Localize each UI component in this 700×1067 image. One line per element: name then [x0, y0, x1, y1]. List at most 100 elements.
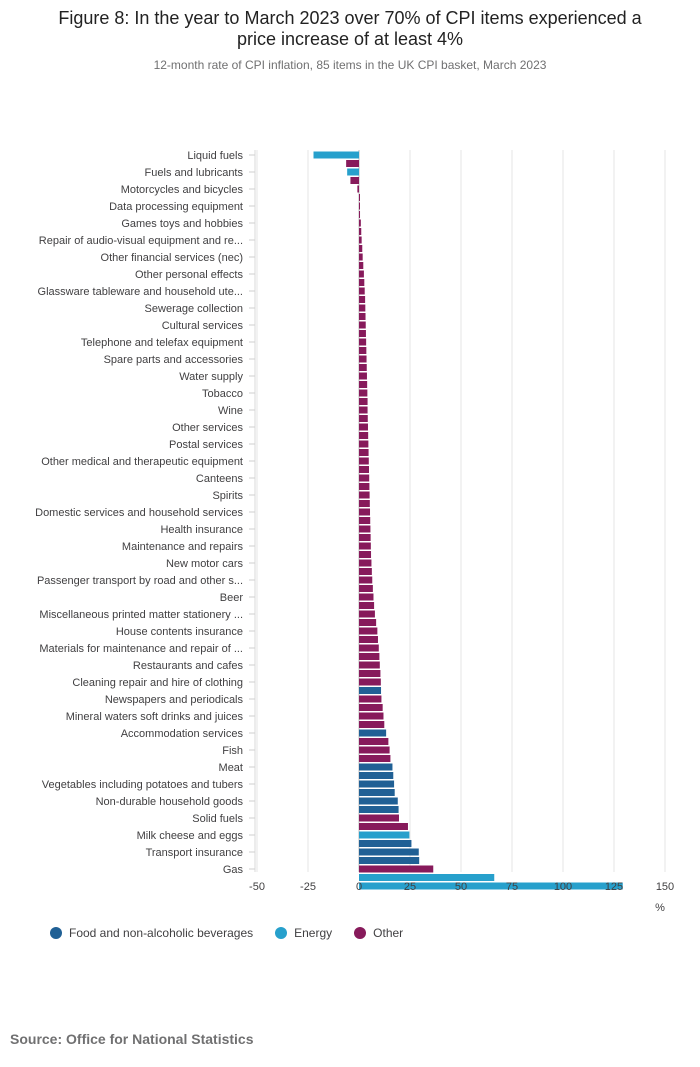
bar	[359, 746, 390, 754]
chart-subtitle: 12-month rate of CPI inflation, 85 items…	[153, 58, 547, 72]
y-tick-label: Domestic services and household services	[35, 507, 243, 519]
x-axis-label: %	[655, 902, 665, 914]
x-tick-label: -25	[300, 881, 316, 893]
x-tick-label: 0	[356, 881, 362, 893]
bar	[359, 814, 399, 822]
bar	[359, 483, 370, 490]
bar	[359, 449, 369, 456]
y-tick-label: New motor cars	[166, 558, 244, 570]
bar	[359, 576, 373, 584]
bar	[359, 704, 383, 711]
bar	[347, 168, 359, 176]
bar	[359, 508, 371, 516]
bar	[359, 636, 378, 643]
bar	[346, 160, 359, 167]
y-tick-label: Vegetables including potatoes and tubers	[42, 779, 244, 791]
bar	[357, 185, 359, 193]
bar	[359, 500, 370, 507]
legend-swatch	[354, 927, 367, 939]
y-tick-label: Miscellaneous printed matter stationery …	[39, 609, 243, 621]
bar	[359, 321, 366, 329]
bar	[359, 330, 366, 337]
bar	[359, 874, 495, 881]
bar	[350, 177, 359, 184]
y-tick-label: Materials for maintenance and repair of …	[39, 643, 243, 655]
bar	[359, 610, 375, 618]
bar	[359, 338, 367, 346]
y-tick-label: Non-durable household goods	[96, 796, 244, 808]
y-tick-label: Milk cheese and eggs	[137, 830, 244, 842]
y-tick-label: Fuels and lubricants	[145, 167, 244, 179]
bar	[359, 347, 367, 354]
bar	[359, 517, 371, 524]
y-tick-label: Canteens	[196, 473, 244, 485]
bar	[359, 202, 360, 210]
source-note: Source: Office for National Statistics	[10, 1031, 254, 1047]
y-tick-label: Cultural services	[162, 320, 244, 332]
y-tick-label: Newspapers and periodicals	[105, 694, 244, 706]
bar	[359, 381, 368, 388]
y-tick-label: Other services	[172, 422, 243, 434]
bar	[359, 806, 399, 813]
bar	[359, 466, 369, 473]
bar	[359, 687, 382, 694]
y-tick-label: Passenger transport by road and other s.…	[37, 575, 243, 587]
legend-swatch	[50, 927, 62, 939]
y-tick-label: Postal services	[169, 439, 243, 451]
chart-title: Figure 8: In the year to March 2023 over…	[58, 8, 642, 49]
bar	[359, 865, 434, 873]
bar	[359, 619, 377, 626]
bar	[359, 279, 365, 286]
bar	[359, 551, 372, 558]
bar	[359, 797, 398, 805]
y-tick-label: House contents insurance	[116, 626, 243, 638]
bar	[359, 270, 364, 278]
bar	[359, 653, 380, 660]
bar	[359, 780, 395, 788]
bar	[359, 695, 382, 703]
y-tick-label: Other financial services (nec)	[101, 252, 243, 264]
bar	[359, 296, 366, 303]
bar	[359, 304, 366, 312]
legend-item-food[interactable]: Food and non-alcoholic beverages	[50, 926, 253, 940]
bar	[359, 474, 370, 482]
bar	[359, 219, 361, 227]
bar	[359, 372, 367, 380]
y-tick-label: Gas	[223, 864, 244, 876]
legend-item-energy[interactable]: Energy	[275, 926, 332, 940]
x-tick-label: -50	[249, 881, 265, 893]
y-tick-label: Beer	[220, 592, 244, 604]
bar	[359, 542, 371, 550]
bar	[359, 245, 363, 252]
x-tick-label: 50	[455, 881, 467, 893]
y-tick-label: Other personal effects	[135, 269, 244, 281]
bar	[359, 355, 367, 363]
bar	[359, 534, 371, 541]
bar	[359, 457, 369, 465]
bar	[359, 772, 394, 779]
bar	[359, 585, 373, 592]
bar	[359, 670, 381, 677]
y-tick-label: Transport insurance	[146, 847, 243, 859]
y-tick-label: Sewerage collection	[145, 303, 243, 315]
x-tick-label: 150	[656, 881, 674, 893]
bar	[359, 823, 408, 830]
bar	[359, 406, 368, 414]
y-tick-label: Liquid fuels	[187, 150, 243, 162]
y-tick-label: Water supply	[179, 371, 243, 383]
bar	[313, 151, 359, 159]
bar	[359, 236, 362, 244]
bar	[359, 712, 384, 720]
y-tick-label: Data processing equipment	[109, 201, 243, 213]
x-tick-label: 75	[506, 881, 518, 893]
y-tick-label: Accommodation services	[121, 728, 244, 740]
x-tick-label: 25	[404, 881, 416, 893]
y-tick-label: Motorcycles and bicycles	[121, 184, 244, 196]
legend-item-other[interactable]: Other	[354, 926, 403, 940]
bar	[359, 491, 370, 499]
y-tick-label: Wine	[218, 405, 243, 417]
bar	[359, 313, 366, 320]
bar	[359, 211, 361, 218]
y-tick-label: Fish	[222, 745, 243, 757]
bar-chart: Liquid fuels Fuels and lubricants Motorcyc…	[35, 150, 674, 914]
